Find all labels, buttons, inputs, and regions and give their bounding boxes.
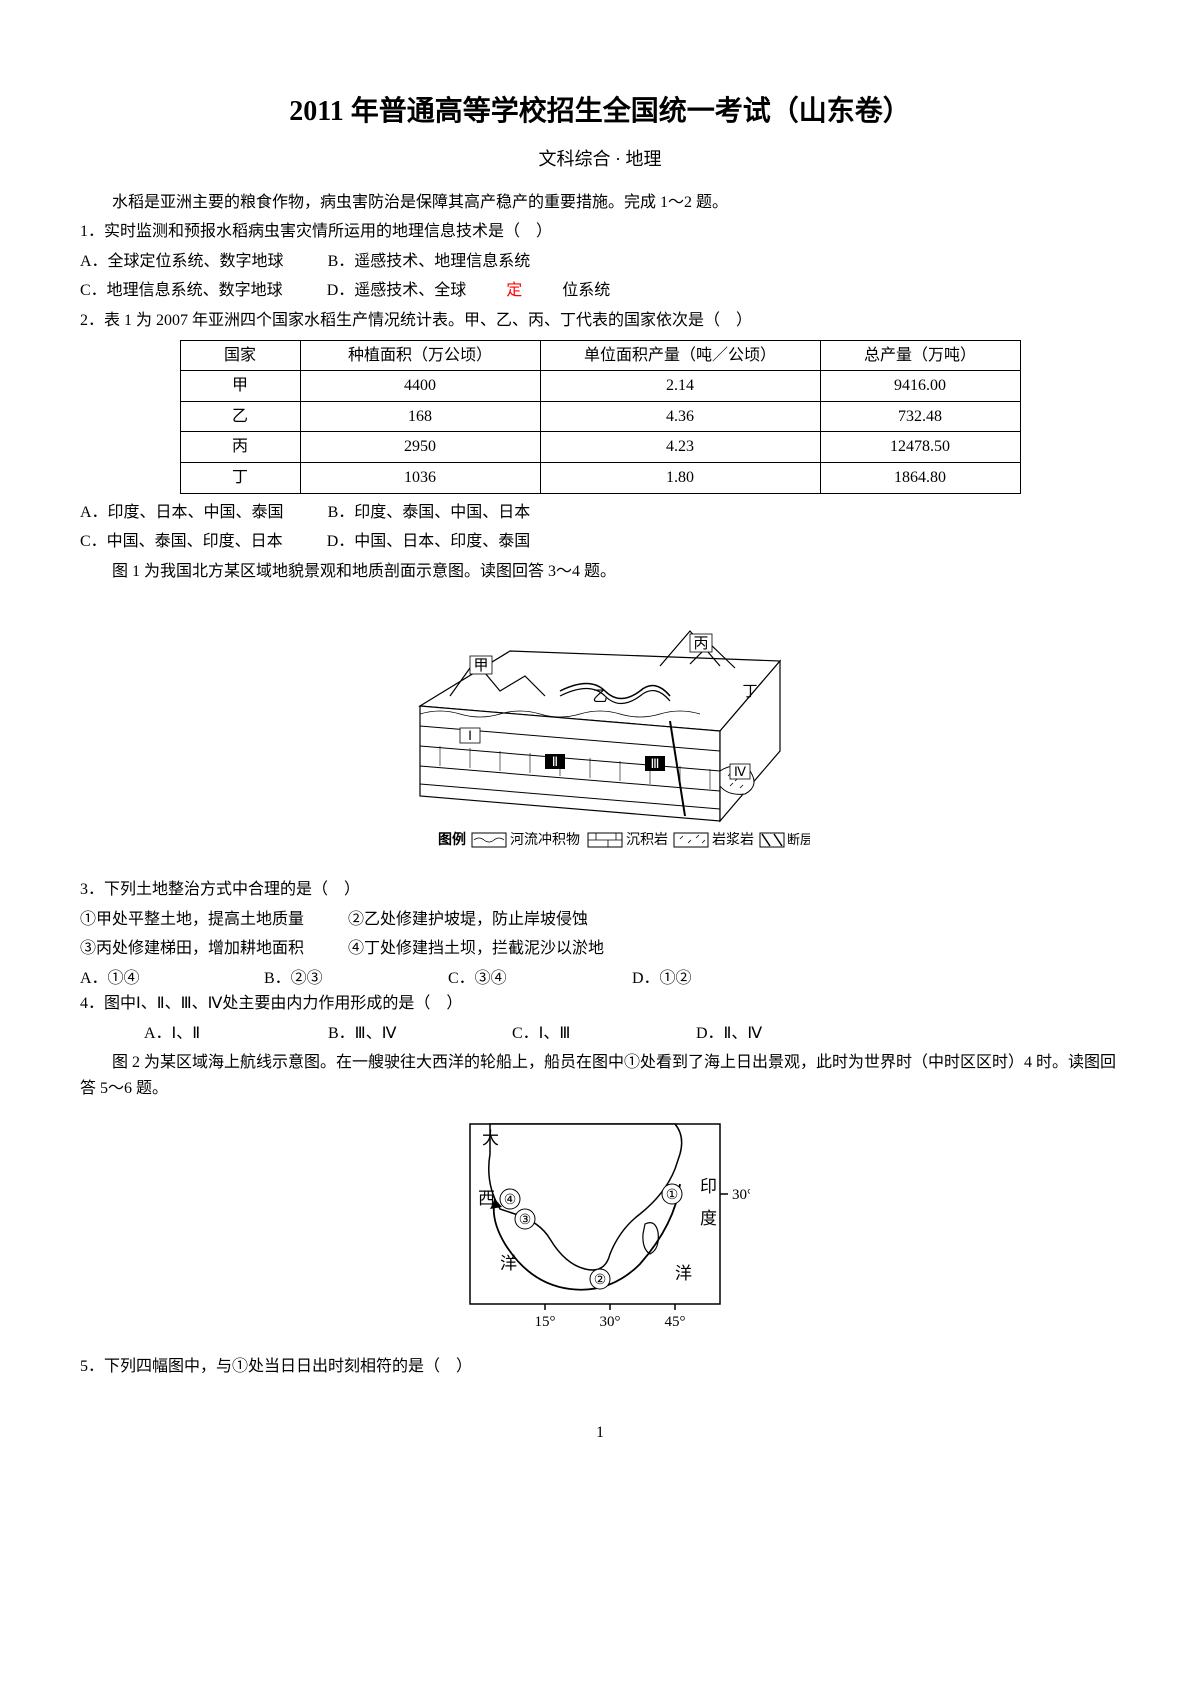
fig1-legend-4: 断层 <box>787 832 810 847</box>
q5-stem: 5．下列四幅图中，与①处当日日出时刻相符的是（ ） <box>80 1354 1120 1380</box>
table-cell: 4.36 <box>540 401 820 432</box>
q2-opt-b: B．印度、泰国、中国、日本 <box>328 500 531 526</box>
q4-opt-a: A．Ⅰ、Ⅱ <box>112 1021 292 1047</box>
table-cell: 4.23 <box>540 432 820 463</box>
table-row: 丙29504.2312478.50 <box>180 432 1020 463</box>
fig2-atl3: 洋 <box>500 1254 517 1273</box>
q2-table: 国家 种植面积（万公顷） 单位面积产量（吨／公顷） 总产量（万吨） 甲44002… <box>180 340 1021 494</box>
fig1-label-ding: 丁 <box>742 684 757 700</box>
figure-1: 甲 乙 丙 丁 Ⅰ Ⅱ Ⅲ Ⅳ 图例 河流冲积物 沉积岩 <box>80 596 1120 865</box>
q1-stem: 1．实时监测和预报水稻病虫害灾情所运用的地理信息技术是（ ） <box>80 219 1120 245</box>
q4-stem: 4．图中Ⅰ、Ⅱ、Ⅲ、Ⅳ处主要由内力作用形成的是（ ） <box>80 991 1120 1017</box>
q4-opt-b: B．Ⅲ、Ⅳ <box>296 1021 476 1047</box>
q1-opt-d: D．遥感技术、全球 定 位系统 <box>327 278 651 304</box>
table-cell: 4400 <box>300 371 540 402</box>
table-row: 乙1684.36732.48 <box>180 401 1020 432</box>
fig2-svg: ① ② ③ ④ 30° 15° 30° 45° 大 西 洋 印 度 洋 <box>450 1114 750 1334</box>
fig1-label-I: Ⅰ <box>468 728 472 743</box>
q3-opt-b: B．②③ <box>264 966 444 992</box>
q3-opt-d: D．①② <box>632 966 812 992</box>
table-cell: 1864.80 <box>820 462 1020 493</box>
fig2-lon45: 45° <box>665 1314 686 1330</box>
fig2-atl2: 西 <box>478 1189 495 1208</box>
th-1: 种植面积（万公顷） <box>300 340 540 371</box>
fig1-legend-1: 河流冲积物 <box>510 832 580 848</box>
q3-stem: 3．下列土地整治方式中合理的是（ ） <box>80 877 1120 903</box>
fig1-label-III: Ⅲ <box>651 756 660 771</box>
q1-opt-d-post: 位系统 <box>562 278 610 304</box>
fig1-label-jia: 甲 <box>473 658 488 674</box>
q3-opt-c: C．③④ <box>448 966 628 992</box>
q2-opt-a: A．印度、日本、中国、泰国 <box>80 500 284 526</box>
q1-opt-a: A．全球定位系统、数字地球 <box>80 249 284 275</box>
q3-s1: ①甲处平整土地，提高土地质量 <box>80 907 304 933</box>
fig2-ind3: 洋 <box>675 1264 692 1283</box>
table-cell: 甲 <box>180 371 300 402</box>
fig1-legend-3: 岩浆岩 <box>712 832 754 848</box>
q3-opt-a: A．①④ <box>80 966 260 992</box>
intro-1: 水稻是亚洲主要的粮食作物，病虫害防治是保障其高产稳产的重要措施。完成 1～2 题… <box>80 190 1120 216</box>
q2-opt-d: D．中国、日本、印度、泰国 <box>327 529 531 555</box>
fig2-lat30: 30° <box>732 1187 750 1203</box>
q2-opt-c: C．中国、泰国、印度、日本 <box>80 529 283 555</box>
fig1-label-II: Ⅱ <box>552 754 558 769</box>
page-number: 1 <box>80 1420 1120 1446</box>
q2-options-row1: A．印度、日本、中国、泰国 B．印度、泰国、中国、日本 <box>80 500 1120 526</box>
fig2-p2: ② <box>594 1273 607 1288</box>
q1-opt-d-pre: D．遥感技术、全球 <box>327 278 467 304</box>
table-cell: 乙 <box>180 401 300 432</box>
fig1-label-IV: Ⅳ <box>734 764 746 779</box>
th-2: 单位面积产量（吨／公顷） <box>540 340 820 371</box>
table-row: 丁10361.801864.80 <box>180 462 1020 493</box>
table-cell: 丙 <box>180 432 300 463</box>
fig2-p3: ③ <box>519 1213 532 1228</box>
q4-options: A．Ⅰ、Ⅱ B．Ⅲ、Ⅳ C．Ⅰ、Ⅲ D．Ⅱ、Ⅳ <box>80 1021 1120 1047</box>
table-cell: 1036 <box>300 462 540 493</box>
q4-opt-c: C．Ⅰ、Ⅲ <box>480 1021 660 1047</box>
table-row: 甲44002.149416.00 <box>180 371 1020 402</box>
q3-options: A．①④ B．②③ C．③④ D．①② <box>80 966 1120 992</box>
th-3: 总产量（万吨） <box>820 340 1020 371</box>
table-cell: 2950 <box>300 432 540 463</box>
fig1-legend-2: 沉积岩 <box>626 832 668 848</box>
q1-opt-c: C．地理信息系统、数字地球 <box>80 278 283 304</box>
fig1-intro: 图 1 为我国北方某区域地貌景观和地质剖面示意图。读图回答 3～4 题。 <box>80 559 1120 585</box>
q3-s3: ③丙处修建梯田，增加耕地面积 <box>80 936 304 962</box>
fig2-lon15: 15° <box>535 1314 556 1330</box>
table-cell: 1.80 <box>540 462 820 493</box>
table-cell: 2.14 <box>540 371 820 402</box>
q1-options-row1: A．全球定位系统、数字地球 B．遥感技术、地理信息系统 <box>80 249 1120 275</box>
fig1-label-yi: 乙 <box>592 689 607 705</box>
fig2-intro: 图 2 为某区域海上航线示意图。在一艘驶往大西洋的轮船上，船员在图中①处看到了海… <box>80 1050 1120 1101</box>
page-title: 2011 年普通高等学校招生全国统一考试（山东卷） <box>80 90 1120 135</box>
q3-s4: ④丁处修建挡土坝，拦截泥沙以淤地 <box>348 936 604 962</box>
q3-sub-row2: ③丙处修建梯田，增加耕地面积 ④丁处修建挡土坝，拦截泥沙以淤地 <box>80 936 1120 962</box>
q1-opt-b: B．遥感技术、地理信息系统 <box>328 249 531 275</box>
fig2-ind1: 印 <box>700 1177 717 1196</box>
table-cell: 168 <box>300 401 540 432</box>
table-cell: 732.48 <box>820 401 1020 432</box>
fig1-svg: 甲 乙 丙 丁 Ⅰ Ⅱ Ⅲ Ⅳ 图例 河流冲积物 沉积岩 <box>390 596 810 856</box>
q2-options-row2: C．中国、泰国、印度、日本 D．中国、日本、印度、泰国 <box>80 529 1120 555</box>
q1-opt-d-red: 定 <box>506 278 522 304</box>
table-cell: 12478.50 <box>820 432 1020 463</box>
q3-sub-row1: ①甲处平整土地，提高土地质量 ②乙处修建护坡堤，防止岸坡侵蚀 <box>80 907 1120 933</box>
figure-2: ① ② ③ ④ 30° 15° 30° 45° 大 西 洋 印 度 洋 <box>80 1114 1120 1343</box>
fig2-lon30: 30° <box>600 1314 621 1330</box>
fig2-p1: ① <box>666 1188 679 1203</box>
q3-s2: ②乙处修建护坡堤，防止岸坡侵蚀 <box>348 907 588 933</box>
table-cell: 9416.00 <box>820 371 1020 402</box>
th-0: 国家 <box>180 340 300 371</box>
fig1-legend-title: 图例 <box>438 831 466 848</box>
q2-stem: 2．表 1 为 2007 年亚洲四个国家水稻生产情况统计表。甲、乙、丙、丁代表的… <box>80 308 1120 334</box>
subtitle: 文科综合 · 地理 <box>80 145 1120 174</box>
q1-options-row2: C．地理信息系统、数字地球 D．遥感技术、全球 定 位系统 <box>80 278 1120 304</box>
q4-opt-d: D．Ⅱ、Ⅳ <box>664 1021 844 1047</box>
table-header-row: 国家 种植面积（万公顷） 单位面积产量（吨／公顷） 总产量（万吨） <box>180 340 1020 371</box>
fig2-atl1: 大 <box>482 1129 499 1148</box>
fig1-label-bing: 丙 <box>693 636 708 652</box>
fig2-ind2: 度 <box>700 1209 717 1228</box>
table-cell: 丁 <box>180 462 300 493</box>
fig2-p4: ④ <box>504 1193 517 1208</box>
